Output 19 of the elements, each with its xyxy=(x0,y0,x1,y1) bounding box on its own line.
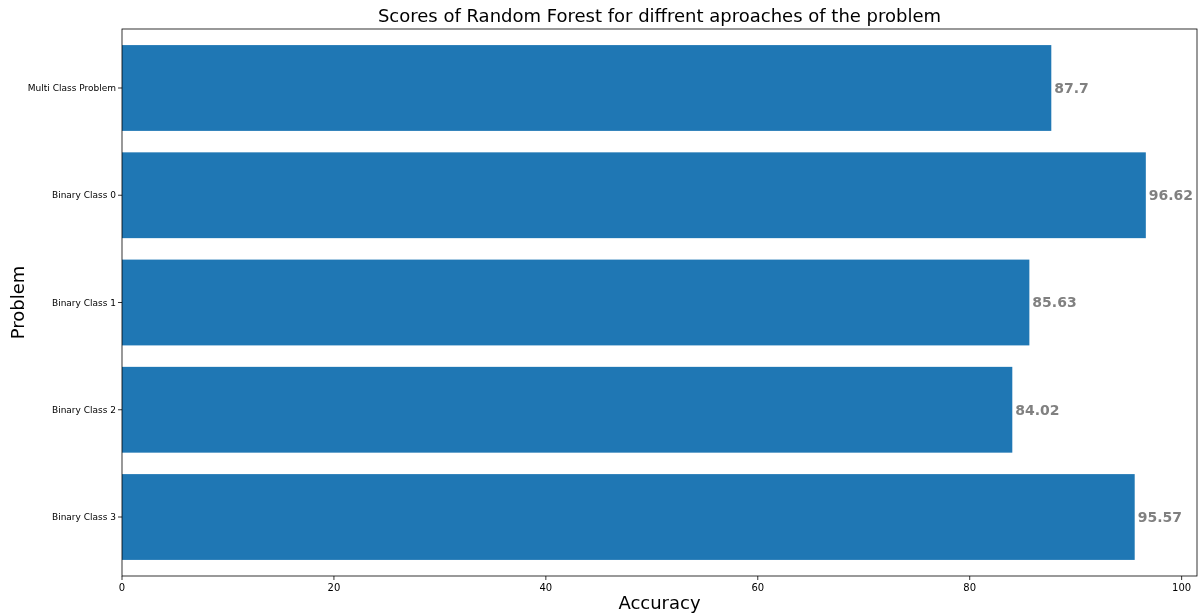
x-tick-label: 20 xyxy=(327,582,341,593)
x-tick-label: 60 xyxy=(751,582,765,593)
data-label: 85.63 xyxy=(1032,294,1077,311)
y-tick-label: Binary Class 2 xyxy=(51,404,116,415)
data-label: 96.62 xyxy=(1148,187,1194,204)
chart-title: Scores of Random Forest for diffrent aproaches of the problem xyxy=(377,5,942,26)
data-label: 84.02 xyxy=(1015,401,1060,418)
x-tick-label: 80 xyxy=(963,582,977,593)
x-tick-label: 100 xyxy=(1172,582,1192,593)
data-label: 87.7 xyxy=(1054,79,1089,96)
x-tick-label: 40 xyxy=(539,582,553,593)
x-tick-label: 0 xyxy=(118,582,126,593)
y-tick-label: Binary Class 3 xyxy=(51,512,116,523)
y-tick-label: Binary Class 1 xyxy=(51,297,116,308)
data-label: 95.57 xyxy=(1137,508,1182,525)
y-tick-label: Multi Class Problem xyxy=(27,83,116,94)
y-tick-label: Binary Class 0 xyxy=(51,190,117,201)
y-axis-title: Problem xyxy=(7,265,28,340)
x-axis-title: Accuracy xyxy=(618,592,701,613)
